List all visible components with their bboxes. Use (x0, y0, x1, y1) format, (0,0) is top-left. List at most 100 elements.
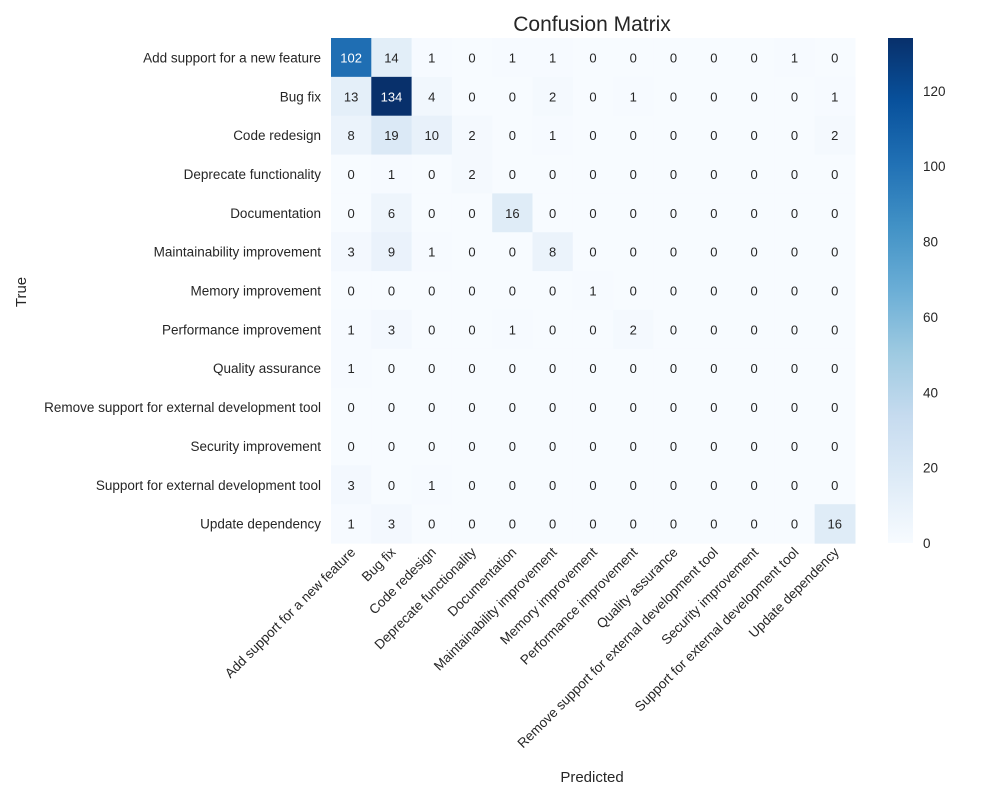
cell-value-label: 1 (589, 284, 596, 299)
heatmap-cell (693, 232, 735, 272)
heatmap-cell (653, 504, 695, 544)
colorbar-tick-label: 20 (923, 461, 938, 476)
heatmap-cell (693, 193, 735, 233)
cell-value-label: 0 (468, 245, 475, 260)
cell-value-label: 0 (670, 361, 677, 376)
cell-value-label: 0 (509, 361, 516, 376)
heatmap-cell (653, 309, 695, 350)
heatmap-cell (371, 232, 413, 272)
cell-value-label: 0 (751, 322, 758, 337)
cell-value-label: 0 (549, 517, 556, 532)
cell-value-label: 0 (831, 206, 838, 221)
cell-value-label: 0 (630, 517, 637, 532)
x-axis-tick-labels: Add support for a new feature Bug fixCode… (222, 544, 842, 751)
cell-value-label: 0 (670, 89, 677, 104)
heatmap-cell (411, 387, 453, 428)
heatmap-cell (814, 465, 856, 505)
cell-value-label: 0 (549, 361, 556, 376)
heatmap-cell (371, 38, 413, 78)
heatmap-cell (734, 115, 775, 156)
heatmap-cell (613, 271, 654, 311)
cell-value-label: 0 (509, 517, 516, 532)
heatmap-cell (734, 271, 775, 311)
cell-value-label: 0 (549, 167, 556, 182)
heatmap-cell (613, 232, 654, 272)
heatmap-cell (371, 76, 413, 117)
cell-value-label: 19 (384, 128, 398, 143)
cell-value-label: 0 (791, 517, 798, 532)
cell-value-label: 0 (670, 245, 677, 260)
heatmap-cell (411, 309, 453, 350)
cell-value-label: 0 (428, 517, 435, 532)
heatmap-cell (371, 115, 413, 156)
heatmap-cell (774, 154, 816, 194)
cell-value-label: 0 (630, 439, 637, 454)
heatmap-cell (572, 465, 614, 505)
heatmap-cell (371, 387, 413, 428)
heatmap-cell (693, 115, 735, 156)
heatmap-cell (572, 271, 614, 311)
heatmap-cell (814, 309, 856, 350)
cell-value-label: 0 (589, 400, 596, 415)
heatmap-cell (331, 154, 372, 194)
heatmap-cell (734, 465, 775, 505)
heatmap-cell (653, 426, 695, 466)
heatmap-cell (492, 76, 534, 117)
cell-value-label: 0 (589, 206, 596, 221)
cell-value-label: 0 (549, 206, 556, 221)
heatmap-cell (613, 426, 654, 466)
cell-value-label: 0 (630, 478, 637, 493)
heatmap-cell (734, 232, 775, 272)
heatmap-cell (572, 154, 614, 194)
heatmap-cell (613, 348, 654, 389)
heatmap-cell (492, 193, 534, 233)
heatmap-cell (331, 193, 372, 233)
heatmap-cell (693, 465, 735, 505)
heatmap-cell (653, 232, 695, 272)
heatmap-cell (411, 465, 453, 505)
y-tick-label: Bug fix (280, 89, 322, 104)
x-tick-label: Bug fix (359, 544, 399, 584)
cell-value-label: 0 (710, 284, 717, 299)
heatmap-cell (613, 38, 654, 78)
cell-value-label: 0 (509, 284, 516, 299)
cell-value-label: 0 (831, 284, 838, 299)
cell-value-label: 0 (388, 478, 395, 493)
heatmap-cell (774, 465, 816, 505)
cell-value-label: 0 (348, 284, 355, 299)
cell-value-label: 0 (751, 284, 758, 299)
heatmap-cell (693, 154, 735, 194)
cell-value-label: 16 (828, 517, 842, 532)
cell-value-label: 0 (630, 167, 637, 182)
heatmap-cell (774, 426, 816, 466)
y-tick-label: Quality assurance (213, 361, 321, 376)
heatmap-cell (613, 465, 654, 505)
heatmap-cell (572, 387, 614, 428)
heatmap-cell (331, 309, 372, 350)
cell-value-label: 1 (428, 478, 435, 493)
heatmap-cell (451, 504, 493, 544)
cell-value-label: 0 (710, 245, 717, 260)
cell-value-label: 0 (670, 167, 677, 182)
cell-value-label: 2 (468, 167, 475, 182)
heatmap-cell (411, 504, 453, 544)
cell-value-label: 0 (791, 245, 798, 260)
heatmap-cell (331, 387, 372, 428)
heatmap-cell (331, 348, 372, 389)
heatmap-cell (814, 76, 856, 117)
cell-value-label: 0 (831, 322, 838, 337)
cell-value-label: 0 (751, 439, 758, 454)
heatmap-cell (451, 76, 493, 117)
heatmap-cell (613, 154, 654, 194)
cell-value-label: 0 (589, 478, 596, 493)
cell-value-label: 1 (509, 322, 516, 337)
heatmap-cell (331, 115, 372, 156)
cell-value-label: 0 (428, 361, 435, 376)
colorbar-tick-label: 40 (923, 385, 938, 400)
cell-value-labels: 102 14 1 0 1 1 0 0 0 0 0 1 013 134 4 0 0 2 0 1 0 0 0 0 18 19 10 2 0 1… (340, 50, 842, 531)
cell-value-label: 0 (388, 284, 395, 299)
cell-value-label: 0 (468, 284, 475, 299)
cell-value-label: 0 (388, 361, 395, 376)
heatmap-cell (492, 271, 534, 311)
